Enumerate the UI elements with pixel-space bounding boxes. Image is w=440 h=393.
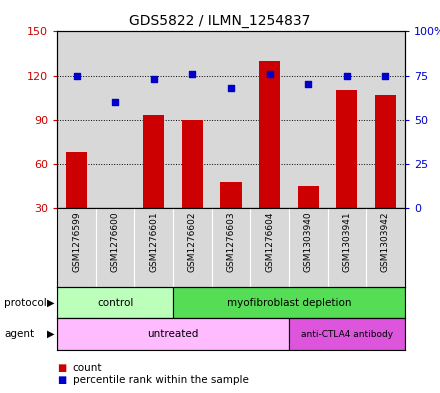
Bar [143,116,165,208]
Text: GDS5822 / ILMN_1254837: GDS5822 / ILMN_1254837 [129,14,311,28]
Bar [220,182,242,208]
Point [343,72,350,79]
Text: protocol: protocol [4,298,47,308]
Text: control: control [97,298,133,308]
Bar [297,186,319,208]
Text: GSM1276602: GSM1276602 [188,211,197,272]
Text: untreated: untreated [147,329,199,339]
Bar [375,95,396,208]
Point [150,76,157,83]
Text: GSM1276603: GSM1276603 [227,211,235,272]
Point [382,72,389,79]
Text: GSM1276601: GSM1276601 [149,211,158,272]
Text: percentile rank within the sample: percentile rank within the sample [73,375,249,385]
Bar [173,287,405,318]
Text: count: count [73,363,102,373]
Bar [57,287,173,318]
Point [305,81,312,88]
Bar [66,152,87,208]
Text: GSM1303942: GSM1303942 [381,211,390,272]
Text: GSM1276604: GSM1276604 [265,211,274,272]
Bar [289,318,405,350]
Text: agent: agent [4,329,34,339]
Text: GSM1276599: GSM1276599 [72,211,81,272]
Text: ■: ■ [57,363,66,373]
Point [112,99,119,105]
Bar [57,318,289,350]
Text: ▶: ▶ [47,298,55,308]
Point [266,71,273,77]
Point [227,85,235,91]
Text: GSM1276600: GSM1276600 [110,211,120,272]
Bar [182,120,203,208]
Point [189,71,196,77]
Bar [336,90,357,208]
Text: myofibroblast depletion: myofibroblast depletion [227,298,351,308]
Text: GSM1303940: GSM1303940 [304,211,313,272]
Text: anti-CTLA4 antibody: anti-CTLA4 antibody [301,330,393,338]
Text: GSM1303941: GSM1303941 [342,211,352,272]
Point [73,72,80,79]
Bar [259,61,280,208]
Text: ▶: ▶ [47,329,55,339]
Text: ■: ■ [57,375,66,385]
